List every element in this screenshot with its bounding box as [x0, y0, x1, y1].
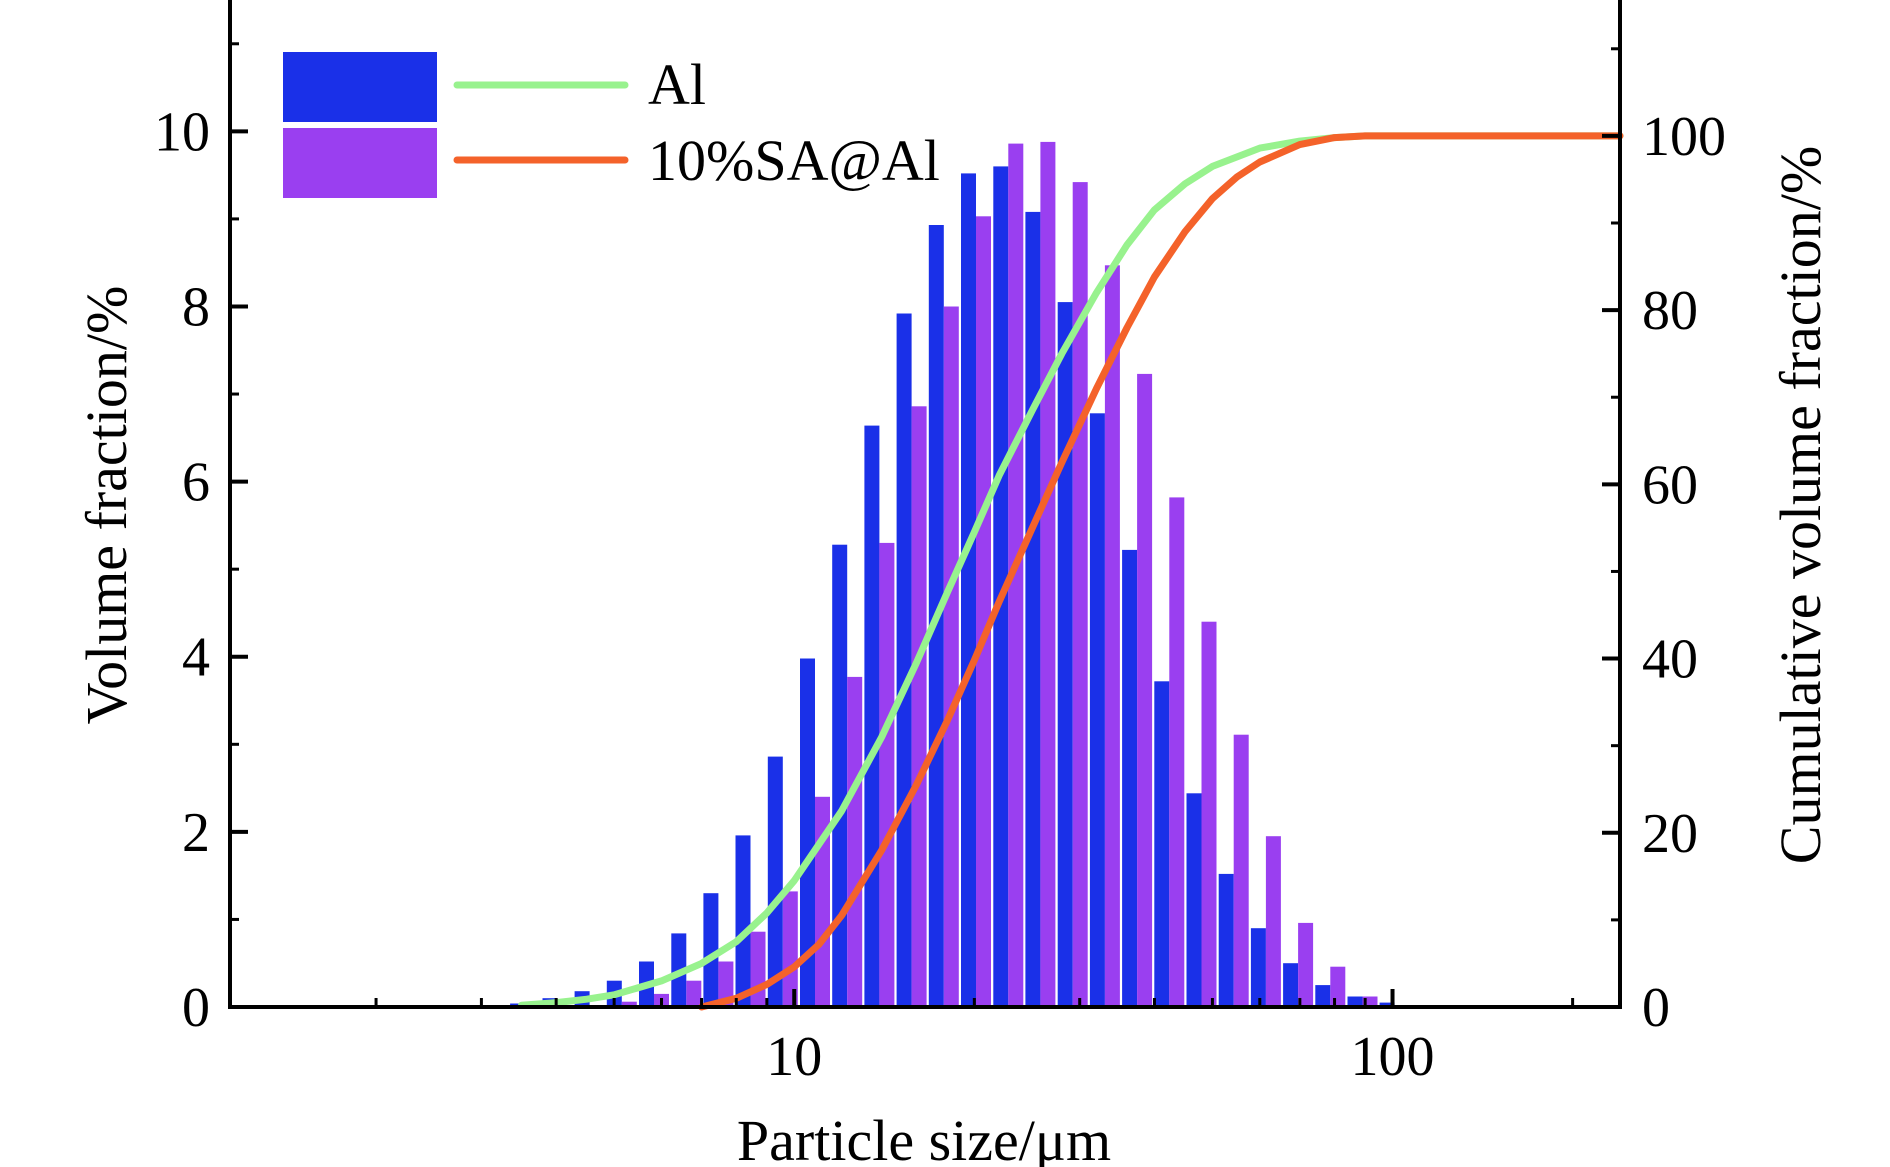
bar-sa-18: [1104, 265, 1120, 1007]
bar-sa-10: [847, 676, 863, 1007]
bar-al-10: [832, 544, 848, 1007]
bar-al-17: [1057, 302, 1073, 1008]
bar-sa-13: [943, 306, 959, 1007]
legend-swatch-al-bar: [283, 52, 437, 122]
y2-tick-label-1: 20: [1642, 803, 1698, 865]
bar-al-8: [767, 756, 783, 1007]
axes-group: [228, 0, 1622, 1009]
bar-al-9: [800, 658, 815, 1007]
bar-sa-12: [911, 406, 927, 1007]
bar-al-21: [1186, 793, 1202, 1007]
bar-sa-20: [1169, 497, 1185, 1007]
bar-sa-3: [621, 1001, 637, 1007]
bar-sa-14: [976, 216, 991, 1008]
bar-al-19: [1122, 549, 1138, 1007]
bar-al-26: [1347, 996, 1363, 1007]
cumulative-line-al: [518, 132, 1624, 1009]
bar-sa-17: [1072, 182, 1088, 1008]
bars-group: [510, 141, 1410, 1008]
y-tick-label-3: 6: [182, 452, 210, 514]
y-axis-title: Volume fraction/%: [74, 286, 139, 725]
bar-al-20: [1154, 681, 1170, 1007]
bar-al-15: [993, 166, 1009, 1007]
y2-tick-label-4: 80: [1642, 280, 1698, 342]
bar-al-11: [864, 425, 880, 1008]
legend-label-al: Al: [648, 52, 706, 117]
legend: Al 10%SA@Al: [283, 52, 940, 198]
y-tick-label-4: 8: [182, 276, 210, 338]
bar-sa-19: [1137, 373, 1153, 1007]
y-tick-label-5: 10: [154, 101, 210, 163]
bar-al-22: [1218, 873, 1234, 1007]
x-tick-label-0: 10: [766, 1026, 822, 1088]
y2-tick-label-3: 60: [1642, 454, 1698, 516]
y-tick-label-2: 4: [182, 627, 210, 689]
bar-sa-11: [879, 542, 895, 1007]
bar-al-6: [703, 893, 719, 1007]
lines-group: [518, 132, 1624, 1011]
bar-sa-6: [718, 961, 734, 1007]
legend-label-sa: 10%SA@Al: [648, 128, 940, 193]
bar-al-24: [1283, 963, 1299, 1007]
y2-axis-title: Cumulative volume fraction/%: [1768, 146, 1833, 864]
bar-al-27: [1379, 1002, 1395, 1007]
y2-tick-label-2: 40: [1642, 629, 1698, 691]
bar-al-7: [735, 835, 751, 1007]
bar-sa-23: [1265, 836, 1281, 1007]
bar-sa-16: [1040, 141, 1056, 1007]
x-axis-title: Particle size/μm: [737, 1108, 1111, 1167]
bar-sa-5: [686, 980, 702, 1007]
bar-sa-25: [1330, 966, 1346, 1007]
cumulative-line-sa: [698, 132, 1624, 1011]
bar-sa-21: [1201, 621, 1217, 1007]
y-tick-label-1: 2: [182, 802, 210, 864]
y2-tick-label-0: 0: [1642, 977, 1670, 1039]
bar-sa-26: [1362, 996, 1378, 1007]
bar-al-18: [1089, 413, 1105, 1007]
bar-al-23: [1250, 928, 1266, 1007]
bar-sa-7: [750, 931, 766, 1007]
bar-sa-24: [1298, 922, 1314, 1007]
bar-sa-8: [782, 891, 798, 1007]
bar-al-16: [1025, 211, 1041, 1007]
bar-al-12: [896, 313, 912, 1007]
bar-al-14: [961, 173, 976, 1007]
x-tick-label-1: 100: [1351, 1026, 1435, 1088]
y-tick-label-0: 0: [182, 977, 210, 1039]
bar-sa-15: [1008, 143, 1024, 1008]
y2-tick-label-5: 100: [1642, 106, 1726, 168]
legend-swatch-sa-bar: [283, 128, 437, 198]
bar-al-25: [1315, 985, 1331, 1007]
bar-sa-22: [1233, 734, 1249, 1007]
